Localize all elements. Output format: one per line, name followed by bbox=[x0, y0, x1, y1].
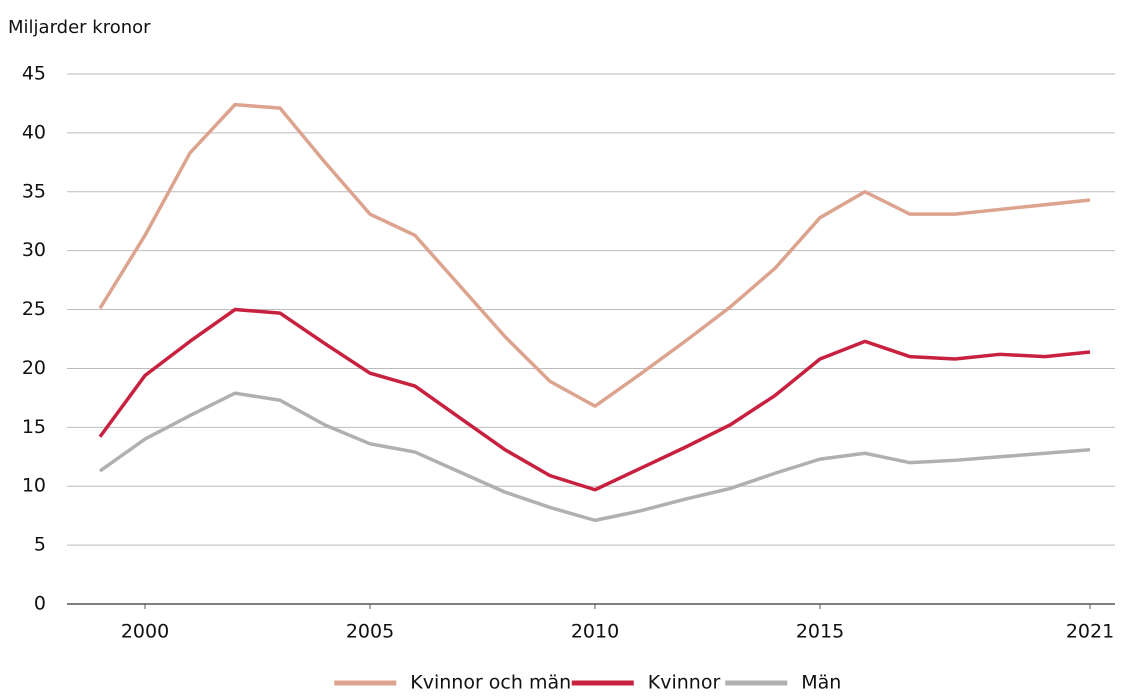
y-tick-label: 40 bbox=[22, 121, 46, 143]
y-tick-label: 30 bbox=[22, 239, 46, 261]
y-tick-label: 5 bbox=[34, 534, 46, 556]
y-tick-label: 25 bbox=[22, 298, 46, 320]
y-tick-label: 35 bbox=[22, 180, 46, 202]
line-series bbox=[98, 102, 1091, 408]
y-tick-label: 0 bbox=[34, 593, 46, 615]
y-tick-label: 20 bbox=[22, 357, 46, 379]
legend-label: Män bbox=[801, 672, 841, 694]
x-tick-label: 2015 bbox=[796, 621, 844, 643]
y-tick-label: 45 bbox=[22, 63, 46, 85]
y-tick-label: 10 bbox=[22, 475, 46, 497]
x-tick-label: 2021 bbox=[1066, 621, 1114, 643]
x-tick-label: 2010 bbox=[571, 621, 619, 643]
y-tick-label: 15 bbox=[22, 416, 46, 438]
x-tick-label: 2000 bbox=[121, 621, 169, 643]
line-series bbox=[98, 307, 1091, 492]
legend-label: Kvinnor och män bbox=[410, 672, 571, 694]
legend-label: Kvinnor bbox=[648, 672, 721, 694]
line-series bbox=[98, 391, 1091, 523]
y-axis-label: Miljarder kronor bbox=[8, 17, 151, 38]
x-tick-label: 2005 bbox=[346, 621, 394, 643]
